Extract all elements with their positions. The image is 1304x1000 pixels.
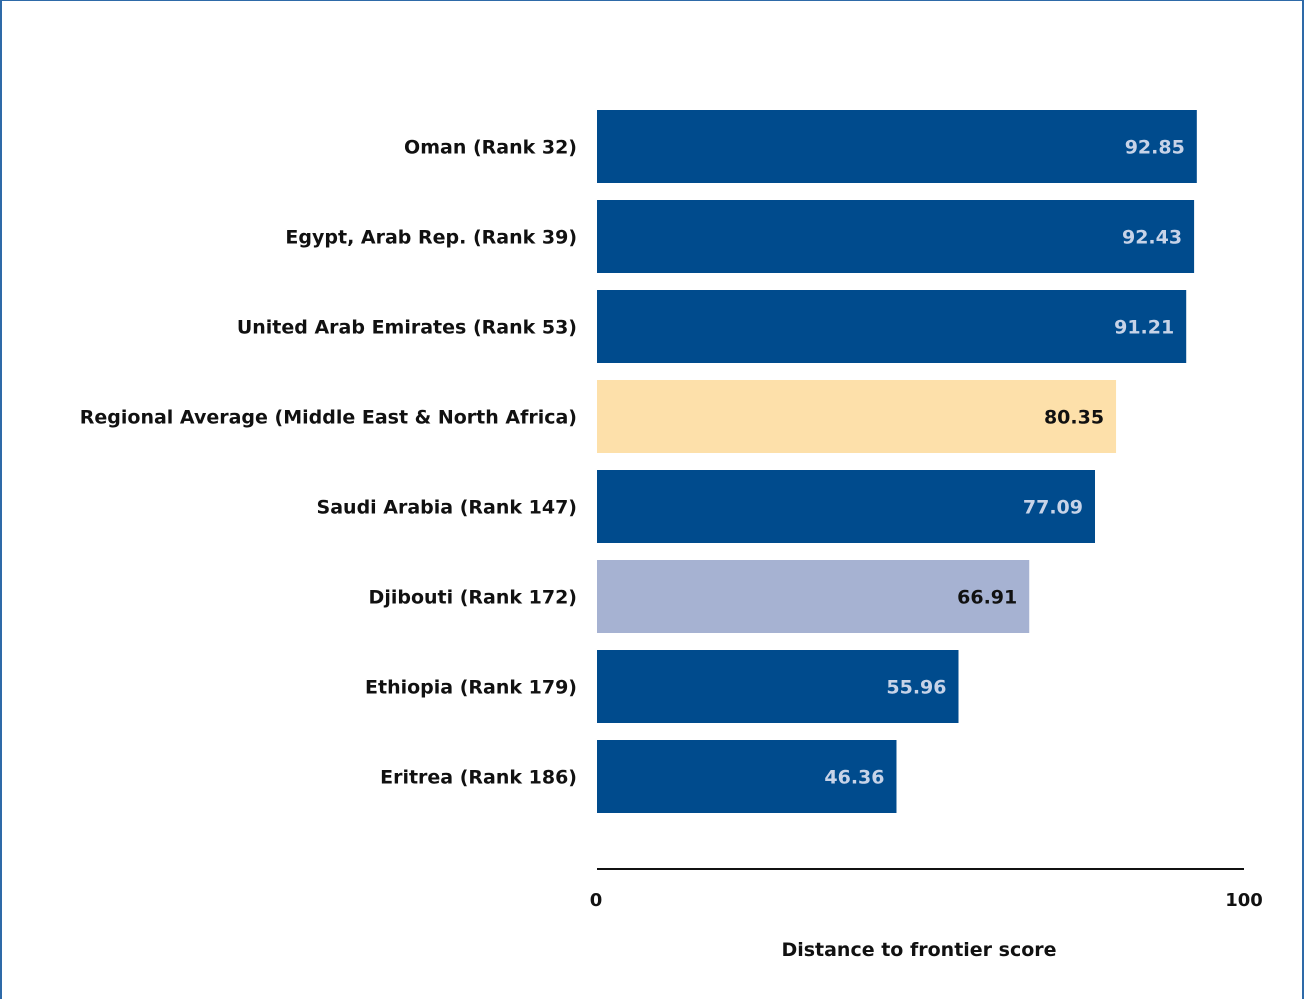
bars-layer (597, 110, 1197, 813)
bar-value-label-3: 80.35 (1044, 407, 1104, 429)
bar-value-label-2: 91.21 (1114, 317, 1174, 339)
bar-value-label-6: 55.96 (886, 677, 946, 699)
bar-7 (597, 740, 897, 813)
x-tick-label-min: 0 (590, 890, 603, 911)
bar-value-label-0: 92.85 (1125, 137, 1185, 159)
category-label-5: Djibouti (Rank 172) (369, 587, 577, 609)
bar-4 (597, 470, 1096, 543)
x-tick-label-max: 100 (1225, 890, 1263, 911)
category-label-7: Eritrea (Rank 186) (380, 767, 577, 789)
bar-1 (597, 200, 1195, 273)
category-label-4: Saudi Arabia (Rank 147) (317, 497, 577, 519)
category-label-2: United Arab Emirates (Rank 53) (237, 317, 577, 339)
category-label-6: Ethiopia (Rank 179) (365, 677, 577, 699)
bar-6 (597, 650, 959, 723)
labels-layer: 92.85 Oman (Rank 32) 92.43 Egypt, Arab Rep.… (80, 137, 1185, 789)
bar-value-label-4: 77.09 (1023, 497, 1083, 519)
bar-2 (597, 290, 1187, 363)
bar-value-label-7: 46.36 (824, 767, 884, 789)
bar-0 (597, 110, 1197, 183)
category-label-3: Regional Average (Middle East & North Af… (80, 407, 577, 429)
bar-value-label-1: 92.43 (1122, 227, 1182, 249)
bar-value-label-5: 66.91 (957, 587, 1017, 609)
category-label-0: Oman (Rank 32) (404, 137, 577, 159)
bar-5 (597, 560, 1030, 633)
category-label-1: Egypt, Arab Rep. (Rank 39) (285, 227, 577, 249)
x-axis-title: Distance to frontier score (781, 939, 1056, 961)
bar-3 (597, 380, 1117, 453)
